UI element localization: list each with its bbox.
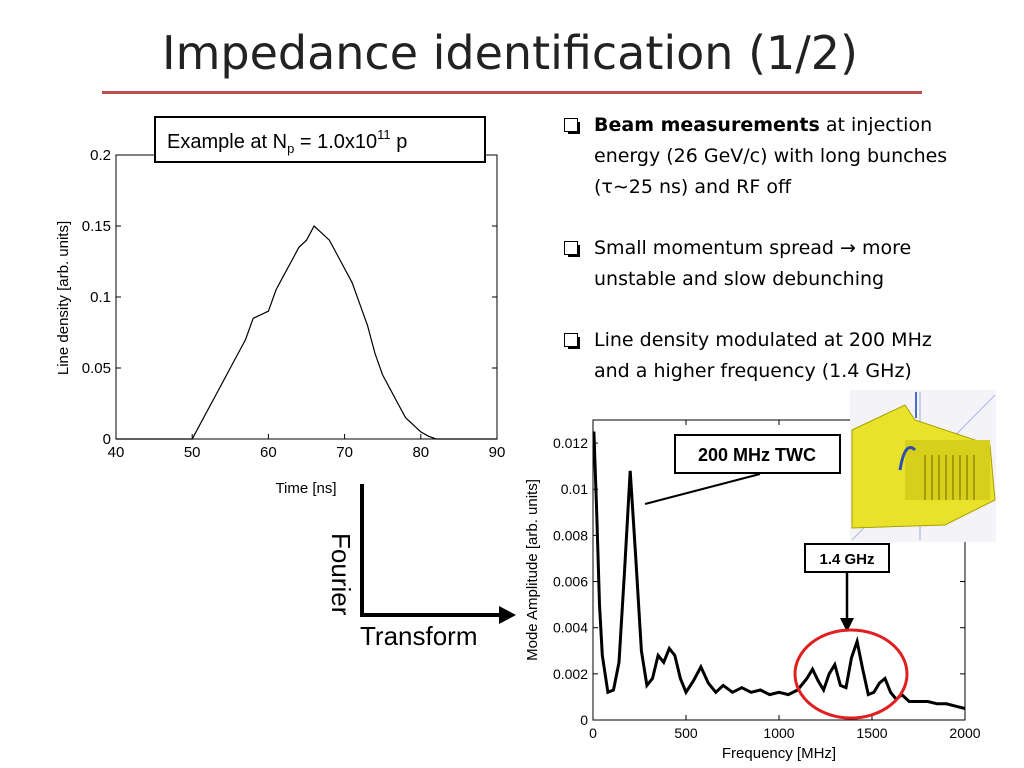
bullet-text: (τ∼25 ns) and RF off: [594, 176, 792, 198]
x-tick-label: 50: [184, 444, 201, 461]
time-domain-plot: 40 50 60 70 80 90 0 0.05 0.1 0.15 0.2 Time [ns] Li…: [55, 147, 505, 497]
x-tick-label: 2000: [949, 725, 980, 741]
time-plot-frame: [115, 154, 498, 440]
bullet-bold-text: Beam measurements: [594, 114, 820, 136]
bullet-line-density: Line density modulated at 200 MHz and a …: [562, 325, 1012, 387]
y-tick-label: 0: [580, 712, 588, 728]
example-label-box: Example at Np = 1.0x1011 p: [154, 116, 486, 163]
highlight-circle: [793, 628, 909, 720]
twc-pointer-line: [644, 473, 761, 505]
checkbox-icon: [564, 118, 580, 134]
freq-xlabel: Frequency [MHz]: [722, 745, 836, 762]
fourier-transform-arrow: Fourier Transform: [326, 484, 516, 651]
ghz-label: 1.4 GHz: [819, 551, 874, 568]
twc-callout: 200 MHz TWC: [644, 434, 841, 505]
y-tick-label: 0.012: [553, 435, 588, 451]
y-tick-label: 0: [103, 431, 111, 448]
x-tick-label: 40: [108, 444, 125, 461]
bullet-text: Small momentum spread: [594, 237, 834, 259]
x-tick-label: 0: [589, 725, 597, 741]
x-tick-label: 1000: [763, 725, 794, 741]
transform-label: Transform: [360, 621, 478, 651]
bullet-text: unstable and slow debunching: [594, 268, 885, 290]
time-ylabel: Line density [arb. units]: [55, 221, 72, 375]
y-tick-label: 0.15: [82, 218, 111, 235]
bullet-text: Line density modulated at 200 MHz: [594, 329, 932, 351]
y-tick-label: 0.2: [90, 147, 111, 164]
y-tick-label: 0.1: [90, 289, 111, 306]
arrow-down-icon: [840, 618, 854, 632]
frequency-domain-plot: 0 500 1000 1500 2000 0 0.002 0.004 0.006 0.008 0.0…: [524, 419, 981, 762]
bullet-text: energy (26 GeV/c) with long bunches: [594, 145, 948, 167]
mode-amplitude-trace: [592, 431, 966, 710]
twc-3d-model-illustration: [850, 390, 996, 542]
time-xlabel: Time [ns]: [275, 480, 336, 497]
ghz-callout: 1.4 GHz: [804, 543, 890, 632]
y-tick-label: 0.008: [553, 527, 588, 543]
y-tick-label: 0.05: [82, 360, 111, 377]
bullet-beam-measurements: Beam measurements at injection energy (2…: [562, 110, 1012, 203]
y-tick-label: 0.01: [561, 481, 588, 497]
arrow-right-icon: →: [840, 237, 856, 259]
checkbox-icon: [564, 333, 580, 349]
arrow-shaft: [360, 484, 505, 617]
checkbox-icon: [564, 241, 580, 257]
slide-title: Impedance identification (1/2): [162, 26, 858, 80]
y-tick-label: 0.004: [553, 620, 588, 636]
x-tick-label: 60: [260, 444, 277, 461]
line-density-trace: [116, 225, 497, 440]
bullet-list: Beam measurements at injection energy (2…: [562, 110, 1012, 417]
bullet-text: and a higher frequency (1.4 GHz): [594, 360, 912, 382]
example-label: Example at Np = 1.0x1011 p: [167, 127, 407, 156]
x-tick-label: 70: [336, 444, 353, 461]
y-tick-label: 0.002: [553, 666, 588, 682]
bullet-momentum-spread: Small momentum spread → more unstable an…: [562, 233, 1012, 295]
x-tick-label: 500: [674, 725, 698, 741]
bullet-text: at injection: [819, 114, 933, 136]
x-tick-label: 90: [489, 444, 506, 461]
x-tick-label: 1500: [856, 725, 887, 741]
title-underline: [102, 91, 922, 94]
bullet-text: more: [855, 237, 912, 259]
freq-ylabel: Mode Amplitude [arb. units]: [524, 479, 541, 661]
x-tick-label: 80: [412, 444, 429, 461]
arrow-right-icon: [499, 606, 516, 624]
fourier-label: Fourier: [326, 533, 356, 616]
twc-label: 200 MHz TWC: [698, 445, 816, 465]
y-tick-label: 0.006: [553, 574, 588, 590]
